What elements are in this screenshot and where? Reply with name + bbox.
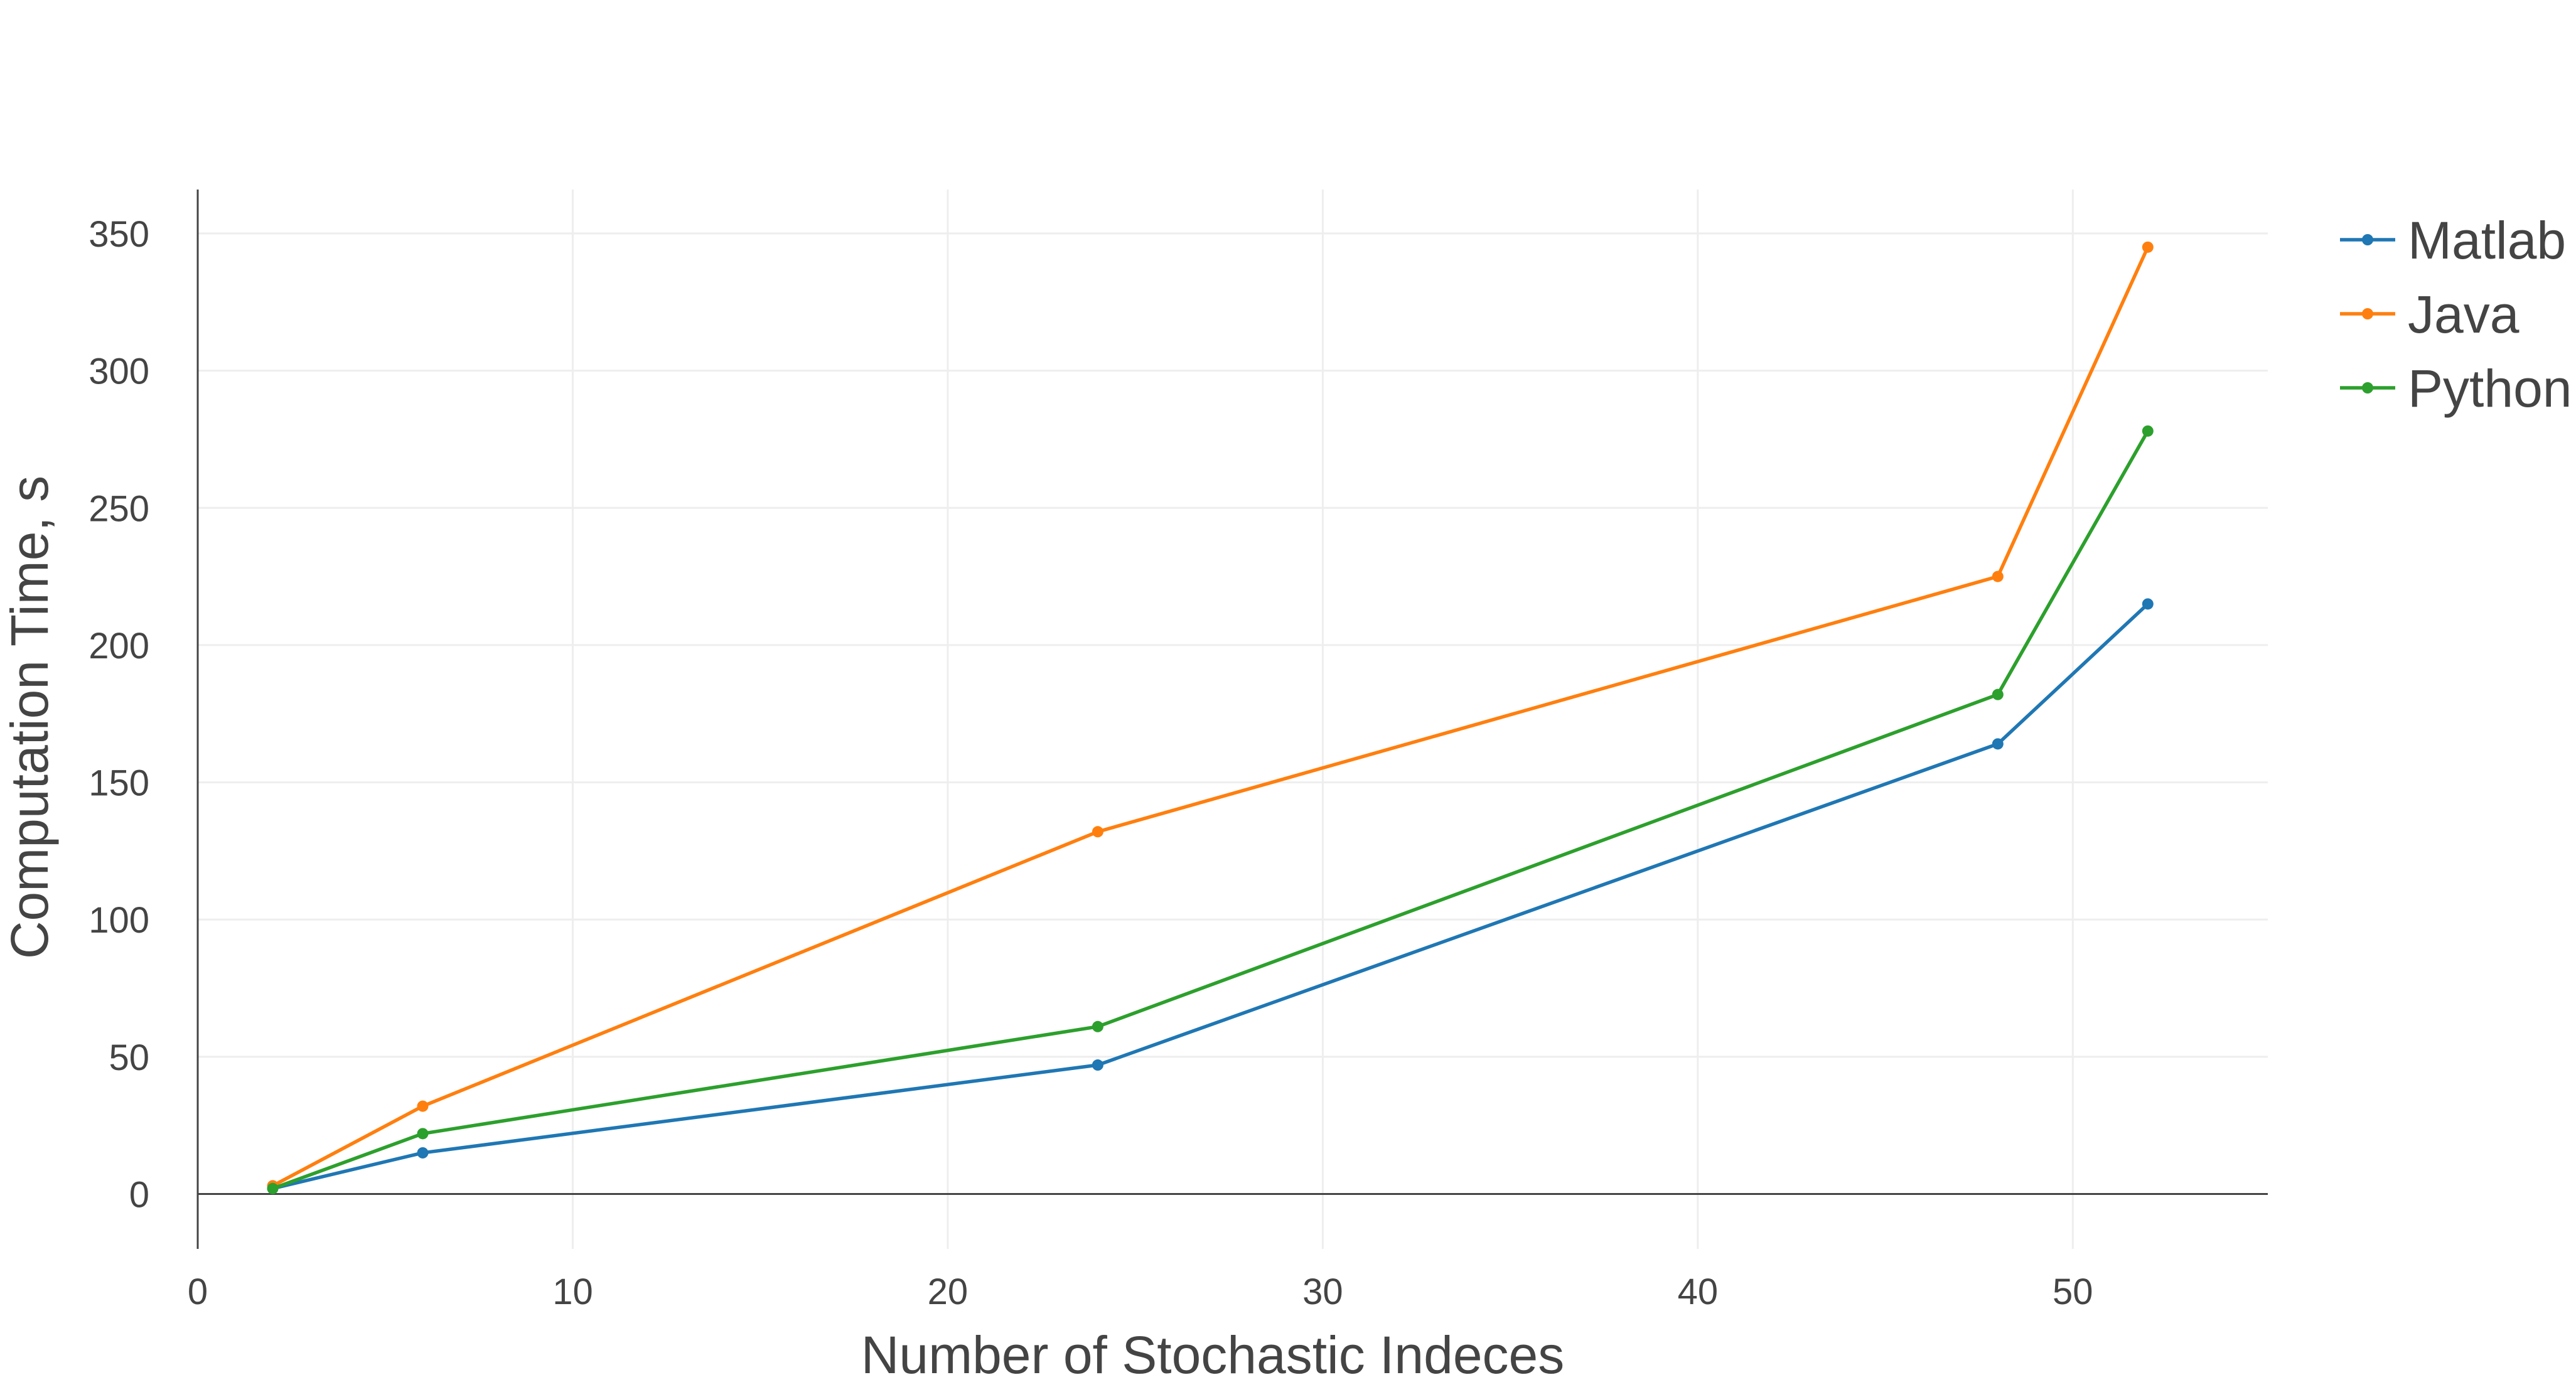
y-tick-label: 200 (89, 626, 149, 666)
legend-item-python[interactable]: Python (2340, 359, 2572, 418)
data-point-java[interactable] (417, 1100, 429, 1112)
y-tick-label: 50 (109, 1037, 149, 1078)
y-tick-label: 0 (129, 1175, 149, 1216)
data-point-python[interactable] (2142, 425, 2154, 437)
series-python (267, 425, 2154, 1194)
x-axis-title: Number of Stochastic Indeces (861, 1325, 1565, 1384)
legend-marker-matlab (2362, 234, 2373, 245)
data-point-python[interactable] (1092, 1020, 1103, 1032)
data-point-matlab[interactable] (1092, 1059, 1103, 1071)
axes (196, 190, 2268, 1249)
series-matlab (267, 598, 2154, 1194)
x-tick-label: 40 (1678, 1271, 1719, 1312)
y-axis-title: Computation Time, s (0, 476, 59, 959)
legend-label-matlab: Matlab (2408, 211, 2566, 270)
data-point-matlab[interactable] (417, 1147, 429, 1159)
series-line-matlab (271, 602, 2150, 1191)
legend-marker-python (2362, 382, 2373, 393)
y-tick-label: 150 (89, 763, 149, 804)
legend[interactable]: Matlab Java Python (2340, 211, 2572, 418)
data-point-java[interactable] (1992, 570, 2004, 582)
data-point-matlab[interactable] (1992, 738, 2004, 750)
series-java (267, 241, 2154, 1192)
series-line-python (271, 429, 2150, 1191)
legend-item-java[interactable]: Java (2340, 285, 2520, 344)
data-point-java[interactable] (2142, 241, 2154, 253)
y-tick-label: 350 (89, 214, 149, 255)
x-tick-label: 50 (2053, 1271, 2093, 1312)
y-tick-label: 300 (89, 351, 149, 392)
series-line-java (271, 245, 2150, 1188)
legend-label-python: Python (2408, 359, 2572, 418)
series-group (267, 241, 2154, 1194)
data-point-java[interactable] (1092, 826, 1103, 838)
y-tick-label: 250 (89, 488, 149, 529)
y-tick-label: 100 (89, 900, 149, 941)
x-tick-label: 0 (188, 1271, 208, 1312)
data-point-python[interactable] (1992, 688, 2004, 700)
x-tick-label: 20 (928, 1271, 969, 1312)
data-point-python[interactable] (267, 1182, 279, 1194)
legend-item-matlab[interactable]: Matlab (2340, 211, 2566, 270)
tick-labels: 0 10 20 30 40 50 0 50 100 150 200 250 300 350 (89, 214, 2093, 1312)
legend-label-java: Java (2408, 285, 2520, 344)
grid (198, 190, 2268, 1249)
data-point-python[interactable] (417, 1128, 429, 1140)
x-tick-label: 30 (1302, 1271, 1343, 1312)
legend-marker-java (2362, 308, 2373, 319)
data-point-matlab[interactable] (2142, 598, 2154, 610)
x-tick-label: 10 (552, 1271, 593, 1312)
